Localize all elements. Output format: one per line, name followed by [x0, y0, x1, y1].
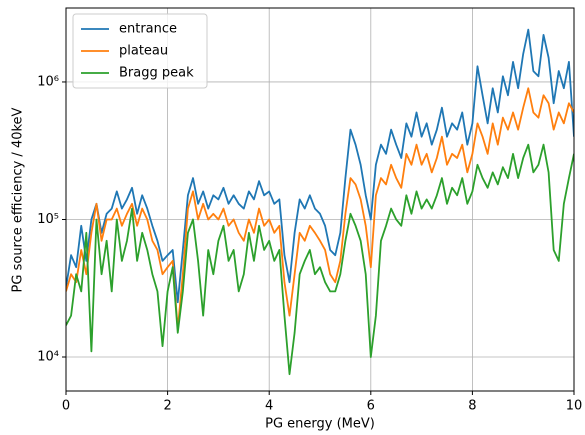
- legend-label: entrance: [119, 22, 177, 37]
- y-axis-label: PG source efficiency / 40keV: [11, 107, 26, 292]
- x-tick-label: 10: [566, 399, 583, 414]
- legend-box: [72, 13, 208, 89]
- x-axis-label: PG energy (MeV): [265, 417, 375, 432]
- plot-frame: [65, 7, 575, 392]
- x-tick-label: 6: [367, 399, 375, 414]
- series-line: [66, 143, 574, 376]
- x-tick-label: 2: [163, 399, 171, 414]
- x-tick-label: 8: [468, 399, 476, 414]
- series-group: [66, 143, 574, 376]
- x-tick-label: 4: [265, 399, 273, 414]
- x-tick-label: 0: [62, 399, 70, 414]
- y-tick-label: 10⁴: [37, 350, 59, 365]
- y-tick-label: 10⁶: [37, 74, 59, 89]
- y-tick-label: 10⁵: [37, 212, 59, 227]
- series-line: [66, 28, 574, 304]
- legend-label: Bragg peak: [119, 66, 194, 81]
- series-group: [66, 28, 574, 304]
- series-group: [66, 87, 574, 330]
- legend-label: plateau: [119, 44, 168, 59]
- series-line: [66, 87, 574, 330]
